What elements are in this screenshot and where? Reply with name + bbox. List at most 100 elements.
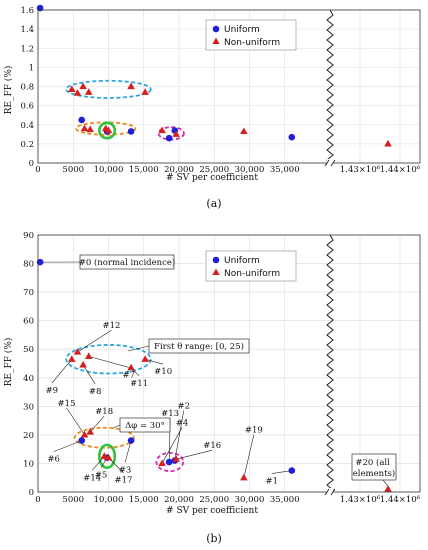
- highlight-ellipse: [65, 344, 152, 375]
- x-tick-label: 30,000: [235, 165, 265, 175]
- y-tick-label: 1: [29, 63, 34, 73]
- y-tick-label: 10: [23, 459, 34, 469]
- point-label: #1: [266, 477, 279, 487]
- nonuniform-point: [172, 455, 180, 462]
- panel-b-marks: [36, 258, 392, 492]
- leader-arrow: [243, 434, 255, 478]
- nonuniform-point: [240, 127, 248, 135]
- nonuniform-point: [104, 453, 113, 461]
- x-tick-label: 20,000: [164, 495, 194, 505]
- panel-a-marks: [36, 4, 392, 147]
- nonuniform-point: [80, 124, 89, 132]
- point-label: #5: [95, 471, 108, 481]
- panel-a: 0 0.2 0.4 0.6 0.8 1 1.2 1.4 1.6 0 5000 10,000 15,000…: [3, 4, 421, 210]
- point-label: #9: [46, 386, 59, 396]
- y-tick-label: 70: [23, 288, 34, 298]
- nonuniform-point: [73, 348, 82, 355]
- point-label: #6: [47, 455, 60, 465]
- leader-arrow: [66, 407, 85, 436]
- panel-a-legend-circle-icon: [212, 25, 220, 33]
- point-label: #15: [58, 399, 76, 409]
- uniform-point: [288, 133, 296, 141]
- panel-b-xlabel: # SV per coefficient: [166, 506, 258, 516]
- uniform-point: [127, 437, 135, 444]
- leader-arrow: [112, 424, 121, 429]
- y-tick-label: 50: [23, 345, 34, 355]
- nonuniform-point: [73, 89, 82, 96]
- nonuniform-point: [86, 428, 94, 435]
- x-tick-label: 15,000: [129, 495, 159, 505]
- nonuniform-point: [384, 139, 392, 147]
- nonuniform-point: [84, 88, 93, 95]
- x-tick-label: 25,000: [199, 495, 229, 505]
- uniform-point: [165, 458, 173, 466]
- panel-b-legend-nonuniform: Non-uniform: [224, 269, 280, 279]
- uniform-point: [288, 467, 296, 474]
- y-tick-label: 1.4: [20, 25, 34, 35]
- panel-a-highlights: [65, 79, 185, 141]
- panel-b-annotation-all-elements: #20 (all elements): [351, 453, 397, 481]
- leader-arrow: [88, 356, 129, 368]
- highlight-ellipse: [155, 451, 185, 473]
- uniform-point: [78, 116, 86, 124]
- panel-b-highlights: [65, 344, 185, 473]
- axis-break-gap: [327, 159, 333, 167]
- y-tick-label: 1.6: [20, 6, 34, 16]
- y-tick-label: 80: [23, 260, 34, 270]
- nonuniform-point: [172, 130, 180, 137]
- panel-a-legend: Uniform Non-uniform: [205, 19, 297, 51]
- panel-b-caption: (b): [206, 532, 222, 545]
- point-label: #3: [119, 466, 132, 476]
- panel-b-point-labels: #6 #5 #3 #13#2 #1 #9 #12 #8 #7#11 #10 #15 #18 #14 #17…: [46, 321, 278, 487]
- axis-break-gap: [327, 488, 333, 496]
- leader-arrow: [174, 410, 185, 461]
- point-label: #4: [176, 418, 189, 428]
- nonuniform-point: [100, 452, 109, 459]
- point-label: #17: [115, 476, 133, 486]
- panel-b-legend-circle-icon: [212, 256, 220, 264]
- x-tick-label: 0: [35, 495, 40, 505]
- panel-b-annotation-theta-range: First θ range: [0, 25): [148, 338, 250, 354]
- leader-arrow: [53, 440, 82, 452]
- leader-arrow: [51, 359, 73, 384]
- axis-break-zigzag: [326, 234, 335, 493]
- nonuniform-point: [141, 88, 149, 95]
- x-tick-label: 5000: [62, 495, 84, 505]
- nonuniform-point: [158, 126, 166, 134]
- point-label: #16: [203, 441, 221, 451]
- panel-a-legend-uniform: Uniform: [224, 25, 260, 35]
- annotation-text: First θ range: [0, 25): [154, 341, 244, 352]
- y-tick-label: 40: [23, 374, 34, 384]
- panel-b-leaders: [43, 261, 389, 487]
- leader-arrow: [127, 345, 150, 352]
- highlight-ellipse: [65, 79, 152, 99]
- panel-a-caption: (a): [206, 197, 221, 210]
- x-tick-label: 25,000: [199, 165, 229, 175]
- nonuniform-point: [141, 355, 149, 362]
- panel-b-legend-triangle-icon: [212, 268, 220, 275]
- uniform-point: [36, 258, 44, 266]
- x-tick-label-far: 1.44×10⁶: [380, 495, 421, 505]
- annotation-box: [79, 254, 175, 270]
- panel-a-legend-triangle-icon: [212, 37, 220, 44]
- nonuniform-point: [240, 473, 248, 481]
- panel-b-axes: [37, 234, 421, 496]
- panel-a-axes: [37, 9, 421, 167]
- panel-b-annotation-delta-phi: Δφ = 30°: [119, 417, 171, 433]
- point-label: #13: [161, 409, 179, 419]
- uniform-point: [165, 134, 173, 142]
- y-tick-label: 20: [23, 431, 34, 441]
- point-label: #12: [103, 321, 121, 331]
- leader-arrow: [176, 449, 213, 460]
- y-tick-label: 0.4: [20, 121, 34, 131]
- y-tick-label: 1.2: [20, 44, 34, 54]
- y-tick-label: 60: [23, 317, 34, 327]
- x-tick-label: 15,000: [129, 165, 159, 175]
- annotation-text: Δφ = 30°: [125, 421, 165, 431]
- highlight-circle: [98, 121, 117, 140]
- nonuniform-point: [127, 82, 135, 90]
- x-tick-label: 5000: [62, 165, 84, 175]
- point-label: #14: [83, 473, 101, 483]
- nonuniform-point: [79, 360, 87, 368]
- panel-b-legend: Uniform Non-uniform: [205, 250, 297, 282]
